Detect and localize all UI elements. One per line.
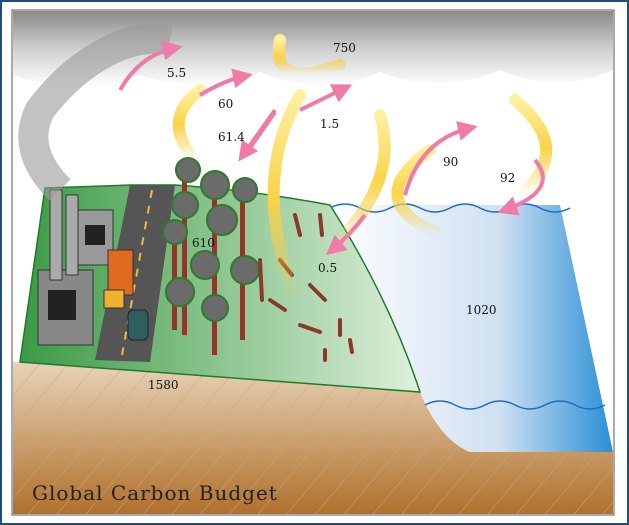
label: 1.5 [320,117,339,131]
trees [162,157,260,355]
factory [37,189,114,346]
road-line [121,189,153,356]
wave [424,400,606,410]
title: Global Carbon Budget [32,481,278,505]
pink-arrows [118,40,545,256]
logs [258,213,354,362]
label: 1580 [148,378,179,392]
label: 90 [443,155,458,169]
label: 1020 [466,303,497,317]
label: 92 [500,171,515,185]
ocean [330,205,613,452]
label: 610 [192,236,215,250]
label: 60 [218,97,233,111]
yellow-arrows [172,34,553,306]
soil-hatch [13,362,613,514]
truck [103,249,149,341]
road [95,185,175,362]
smoke [18,23,173,201]
label: 0.5 [318,261,337,275]
label: 61.4 [218,130,245,144]
label: 5.5 [167,66,186,80]
label: 750 [333,41,356,55]
